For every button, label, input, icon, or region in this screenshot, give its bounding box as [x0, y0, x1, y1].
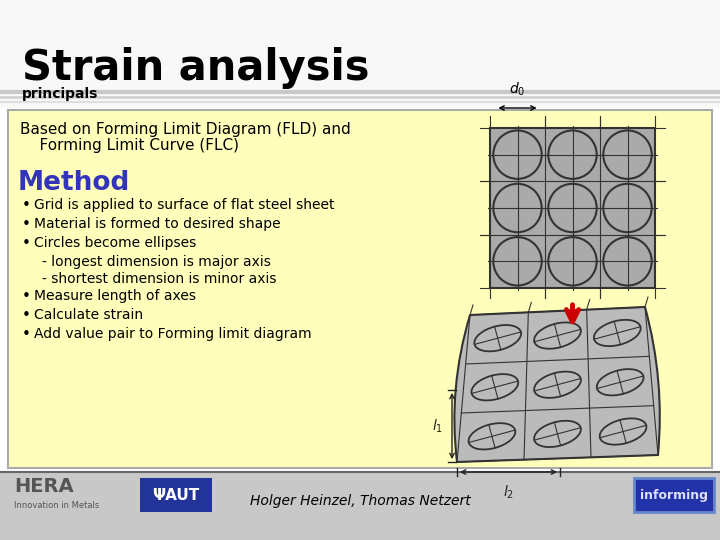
Ellipse shape [534, 421, 581, 447]
Bar [8, 110, 712, 468]
Text: ΨAUT: ΨAUT [153, 488, 199, 503]
Text: Innovation in Metals: Innovation in Metals [14, 501, 99, 510]
Text: HERA: HERA [14, 476, 73, 496]
Text: Measure length of axes: Measure length of axes [34, 289, 196, 303]
Text: - longest dimension is major axis: - longest dimension is major axis [42, 255, 271, 269]
Text: •: • [22, 327, 31, 342]
Bar [490, 128, 655, 288]
Text: •: • [22, 198, 31, 213]
Bar [140, 478, 212, 512]
Ellipse shape [603, 237, 652, 286]
Ellipse shape [549, 237, 597, 286]
Text: Forming Limit Curve (FLC): Forming Limit Curve (FLC) [20, 138, 239, 153]
Text: principals: principals [22, 87, 99, 101]
Bar [634, 478, 714, 512]
Ellipse shape [603, 131, 652, 179]
Text: Calculate strain: Calculate strain [34, 308, 143, 322]
PathPatch shape [454, 307, 660, 462]
Ellipse shape [469, 423, 516, 449]
Ellipse shape [600, 418, 647, 444]
Text: $l_1$: $l_1$ [433, 417, 444, 435]
Ellipse shape [594, 320, 641, 346]
Text: Method: Method [18, 170, 130, 196]
Text: Strain analysis: Strain analysis [22, 47, 369, 89]
Text: Add value pair to Forming limit diagram: Add value pair to Forming limit diagram [34, 327, 312, 341]
Ellipse shape [549, 184, 597, 232]
Ellipse shape [493, 237, 541, 286]
Ellipse shape [603, 184, 652, 232]
Text: $l_2$: $l_2$ [503, 484, 514, 502]
Text: $d_0$: $d_0$ [509, 80, 526, 98]
Text: - shortest dimension is minor axis: - shortest dimension is minor axis [42, 272, 276, 286]
Ellipse shape [472, 374, 518, 400]
Bar [0, 472, 720, 540]
Ellipse shape [534, 372, 581, 398]
Text: •: • [22, 236, 31, 251]
Text: •: • [22, 217, 31, 232]
Text: Based on Forming Limit Diagram (FLD) and: Based on Forming Limit Diagram (FLD) and [20, 122, 351, 137]
Text: Holger Heinzel, Thomas Netzert: Holger Heinzel, Thomas Netzert [250, 494, 470, 508]
Text: Grid is applied to surface of flat steel sheet: Grid is applied to surface of flat steel… [34, 198, 335, 212]
Ellipse shape [493, 131, 541, 179]
Ellipse shape [474, 325, 521, 352]
Ellipse shape [534, 322, 581, 349]
Ellipse shape [549, 131, 597, 179]
Text: •: • [22, 308, 31, 323]
Ellipse shape [493, 184, 541, 232]
Bar [0, 0, 720, 108]
Text: informing: informing [640, 489, 708, 502]
Text: •: • [22, 289, 31, 304]
Text: Material is formed to desired shape: Material is formed to desired shape [34, 217, 281, 231]
Text: Circles become ellipses: Circles become ellipses [34, 236, 197, 250]
Ellipse shape [597, 369, 644, 395]
